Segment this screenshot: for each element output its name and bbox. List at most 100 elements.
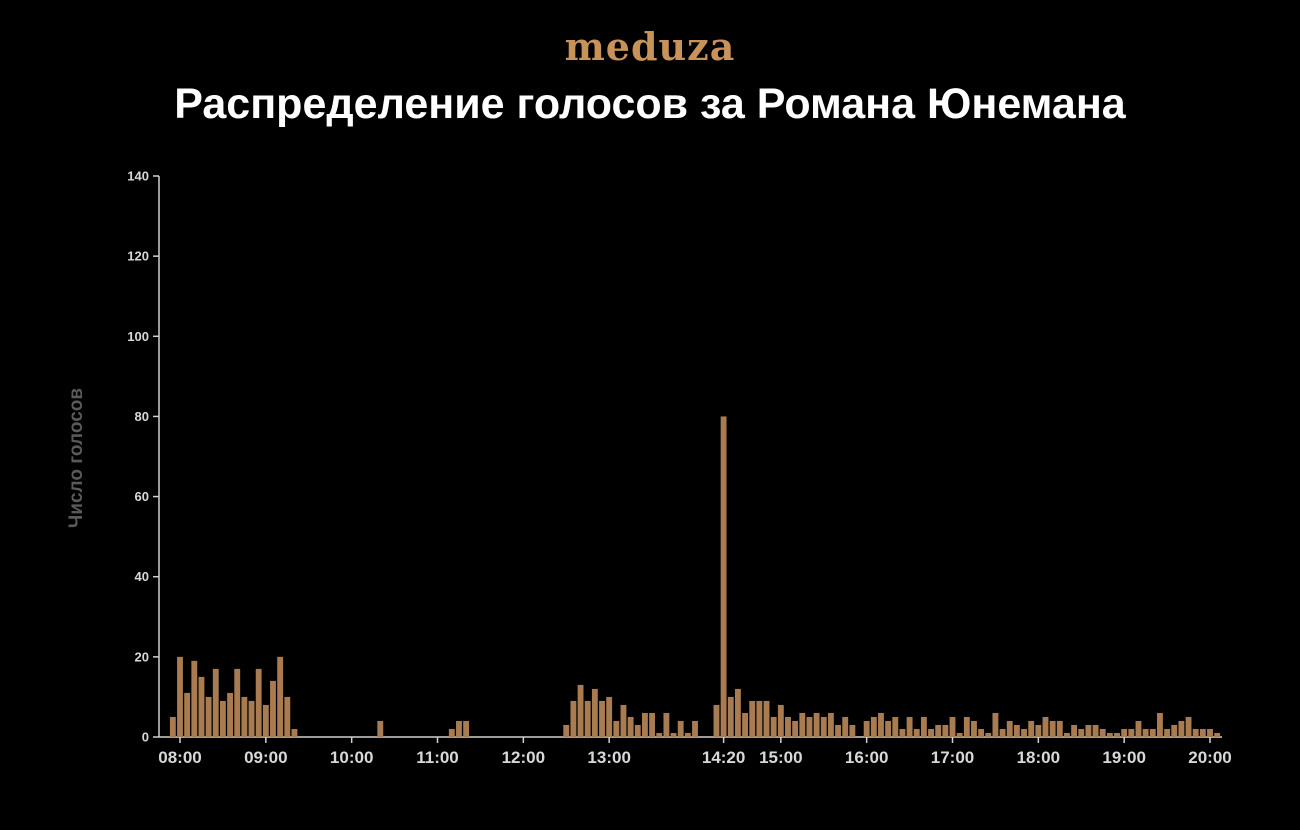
bar	[727, 696, 734, 737]
bar	[270, 680, 276, 737]
bar	[935, 724, 942, 737]
bar	[227, 692, 234, 737]
bar	[291, 728, 298, 737]
y-tick-label: 60	[135, 489, 149, 504]
bar	[863, 720, 870, 737]
bar	[377, 720, 384, 737]
bar	[463, 720, 470, 737]
bar	[792, 720, 799, 737]
bar	[1071, 724, 1078, 737]
bar	[785, 716, 791, 737]
bar	[885, 720, 892, 737]
bar	[985, 732, 992, 737]
bar	[770, 716, 777, 737]
bars	[169, 416, 1221, 737]
bar	[1121, 728, 1128, 737]
x-tick-label: 08:00	[158, 748, 201, 767]
x-tick-label: 19:00	[1102, 748, 1145, 767]
bar	[777, 704, 784, 737]
bar	[913, 728, 920, 737]
bar	[992, 712, 999, 737]
bar	[205, 696, 212, 737]
bar	[1035, 724, 1042, 737]
bar	[1164, 728, 1171, 737]
bar	[942, 724, 949, 737]
bar	[1085, 724, 1092, 737]
bar	[184, 692, 191, 737]
bar	[1106, 732, 1113, 737]
bar	[591, 688, 598, 737]
bar	[649, 712, 656, 737]
bar	[849, 724, 856, 737]
x-tick-label: 20:00	[1188, 748, 1231, 767]
bar	[813, 712, 820, 737]
bar	[827, 712, 834, 737]
bar	[1028, 720, 1035, 737]
bar	[663, 712, 670, 737]
bar	[806, 716, 813, 737]
bar	[177, 656, 183, 737]
bar	[1207, 728, 1213, 737]
x-tick-label: 12:00	[502, 748, 545, 767]
x-tick-label: 18:00	[1017, 748, 1060, 767]
bar	[234, 668, 241, 737]
bar	[1099, 728, 1106, 737]
bar	[1199, 728, 1206, 737]
bar	[1049, 720, 1056, 737]
bar	[928, 728, 934, 737]
bar	[656, 732, 663, 737]
bar	[870, 716, 877, 737]
bar	[642, 712, 648, 737]
bar	[606, 696, 613, 737]
y-tick-label: 20	[135, 649, 149, 664]
bar	[1142, 728, 1149, 737]
bar	[720, 416, 727, 737]
bar	[169, 716, 176, 737]
y-axis-label: Число голосов	[66, 388, 87, 528]
y-tick-label: 40	[135, 569, 149, 584]
bar	[1042, 716, 1049, 737]
bar	[899, 728, 906, 737]
bar	[1021, 728, 1027, 737]
bar	[920, 716, 927, 737]
bar	[906, 716, 913, 737]
x-tick-label: 09:00	[244, 748, 287, 767]
bar	[1192, 728, 1199, 737]
bar	[835, 724, 841, 737]
bar	[248, 700, 255, 737]
bar	[570, 700, 577, 737]
bar	[1064, 732, 1070, 737]
bar	[613, 720, 620, 737]
bar	[763, 700, 770, 737]
bar	[1078, 728, 1085, 737]
bar	[1171, 724, 1178, 737]
bar	[563, 724, 570, 737]
bar	[627, 716, 634, 737]
bar	[1178, 720, 1185, 737]
bar	[1114, 732, 1120, 737]
bar	[892, 716, 899, 737]
bar	[255, 668, 262, 737]
y-tick-label: 140	[127, 169, 149, 184]
bar	[684, 732, 691, 737]
bar	[1157, 712, 1163, 737]
bar	[634, 724, 641, 737]
y-tick-label: 0	[142, 730, 149, 745]
bar	[456, 720, 462, 737]
y-tick-label: 100	[127, 329, 149, 344]
x-tick-label: 16:00	[845, 748, 888, 767]
bar	[219, 700, 226, 737]
bar	[1214, 732, 1221, 737]
bar	[1006, 720, 1013, 737]
x-tick-label: 10:00	[330, 748, 373, 767]
bar	[1135, 720, 1142, 737]
bar	[262, 704, 269, 737]
bar	[963, 716, 970, 737]
bar	[277, 656, 284, 737]
chart-title: Распределение голосов за Романа Юнемана	[174, 80, 1126, 128]
y-axis: 0 20 40 60 80 100 120 140	[127, 169, 160, 745]
bar	[1092, 724, 1099, 737]
bar	[734, 688, 741, 737]
meduza-logo: meduza	[564, 24, 736, 69]
